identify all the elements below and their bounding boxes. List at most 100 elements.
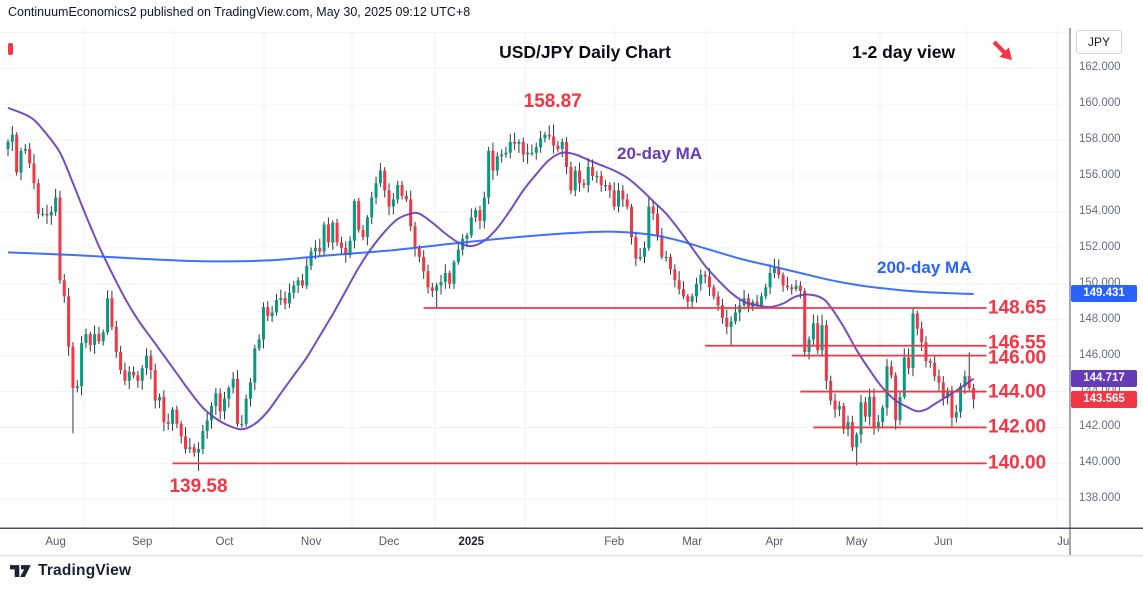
- price-axis-badge: 149.431: [1071, 285, 1137, 303]
- price-level-label: 140.00: [988, 452, 1047, 474]
- candle-body: [859, 402, 863, 435]
- time-axis[interactable]: Aug Sep Oct Nov Dec 2025 Feb Mar Apr May Jun Jul: [0, 528, 1143, 556]
- price-level-layer: [172, 307, 987, 465]
- candle-body: [28, 149, 32, 164]
- price-axis[interactable]: 162.000 160.000 158.000 156.000 154.000 152.0…: [1071, 28, 1143, 528]
- candle-body: [798, 285, 802, 291]
- candle-body: [370, 197, 374, 218]
- candle-body: [820, 325, 824, 351]
- candle-body: [924, 342, 928, 362]
- candle-body: [452, 262, 456, 284]
- candle-body: [539, 138, 543, 148]
- candle-body: [97, 334, 101, 342]
- candle-body: [915, 313, 919, 329]
- candle-body: [876, 422, 880, 428]
- month-label: Mar: [682, 536, 703, 548]
- price-tick-label: 152.000: [1079, 240, 1121, 253]
- month-label: Oct: [215, 536, 234, 548]
- candle-body: [768, 273, 772, 288]
- candle-body: [6, 141, 10, 150]
- candle-body: [296, 280, 300, 286]
- candle-body: [456, 249, 460, 263]
- price-tick-label: 142.000: [1079, 420, 1121, 433]
- candle-body: [863, 402, 867, 417]
- price-axis-badge: 143.565: [1071, 390, 1137, 408]
- candle-body: [192, 447, 196, 453]
- candle-body: [15, 134, 19, 173]
- candle-body: [93, 334, 97, 345]
- candle-body: [114, 326, 118, 353]
- candle-body: [526, 152, 530, 155]
- candle-body: [664, 256, 668, 259]
- candle-body: [733, 312, 737, 322]
- candle-body: [591, 167, 595, 177]
- candle-body: [850, 422, 854, 448]
- candle-body: [365, 217, 369, 238]
- candle-body: [677, 280, 681, 290]
- candle-body: [352, 201, 356, 241]
- candle-body: [699, 274, 703, 284]
- candle-body: [950, 391, 954, 418]
- candle-body: [123, 369, 127, 381]
- candle-body: [361, 229, 365, 238]
- candle-body: [872, 396, 876, 428]
- candle-body: [842, 405, 846, 430]
- candle-body: [868, 396, 872, 417]
- candle-body: [396, 185, 400, 200]
- month-label: May: [845, 536, 868, 548]
- candle-body: [716, 296, 720, 306]
- candle-body: [712, 287, 716, 297]
- candle-body: [153, 369, 157, 401]
- month-label: Jul: [1057, 536, 1070, 548]
- tradingview-brand-text: TradingView: [38, 562, 132, 579]
- candle-body: [690, 296, 694, 302]
- month-label: 2025: [458, 536, 485, 548]
- candle-body: [300, 280, 304, 286]
- ma20-label: 20-day MA: [617, 144, 703, 163]
- candle-body: [963, 376, 967, 387]
- candle-body: [318, 247, 322, 252]
- candle-body: [119, 352, 123, 370]
- candle-body: [617, 190, 621, 207]
- price-tick-label: 140.000: [1079, 456, 1121, 469]
- candle-body: [309, 251, 313, 266]
- month-label: Feb: [604, 536, 625, 548]
- candle-body: [23, 149, 27, 151]
- candle-body: [500, 154, 504, 157]
- candle-body: [188, 447, 192, 450]
- candle-body: [54, 197, 58, 212]
- candle-body: [58, 197, 62, 281]
- tradingview-icon: [10, 564, 31, 577]
- candle-body: [547, 134, 551, 137]
- candle-body: [210, 405, 214, 421]
- candle-body: [400, 185, 404, 196]
- price-axis-badge: 144.717: [1071, 370, 1137, 388]
- price-level-label: 146.55: [988, 332, 1047, 354]
- candle-body: [184, 436, 188, 450]
- candle-body: [608, 185, 612, 191]
- candle-body: [630, 206, 634, 238]
- candle-body: [435, 285, 439, 291]
- candle-body: [469, 217, 473, 236]
- candle-body: [491, 150, 495, 171]
- candle-body: [643, 247, 647, 257]
- candle-body: [439, 281, 443, 286]
- candle-body: [218, 393, 222, 412]
- candle-body: [625, 199, 629, 207]
- candle-body: [855, 434, 859, 448]
- ma200-label: 200-day MA: [877, 258, 972, 277]
- month-label: Dec: [378, 536, 400, 548]
- candle-body: [885, 366, 889, 408]
- candle-body: [902, 357, 906, 397]
- candle-body: [907, 357, 911, 369]
- candle-body: [166, 422, 170, 424]
- candle-body: [513, 141, 517, 144]
- candle-body: [660, 235, 664, 257]
- candle-body: [383, 170, 387, 191]
- candle-body: [106, 298, 110, 333]
- candle-body: [517, 141, 521, 144]
- candle-body: [417, 247, 421, 257]
- candle-body: [32, 163, 36, 184]
- tradingview-attribution[interactable]: TradingView: [10, 562, 131, 580]
